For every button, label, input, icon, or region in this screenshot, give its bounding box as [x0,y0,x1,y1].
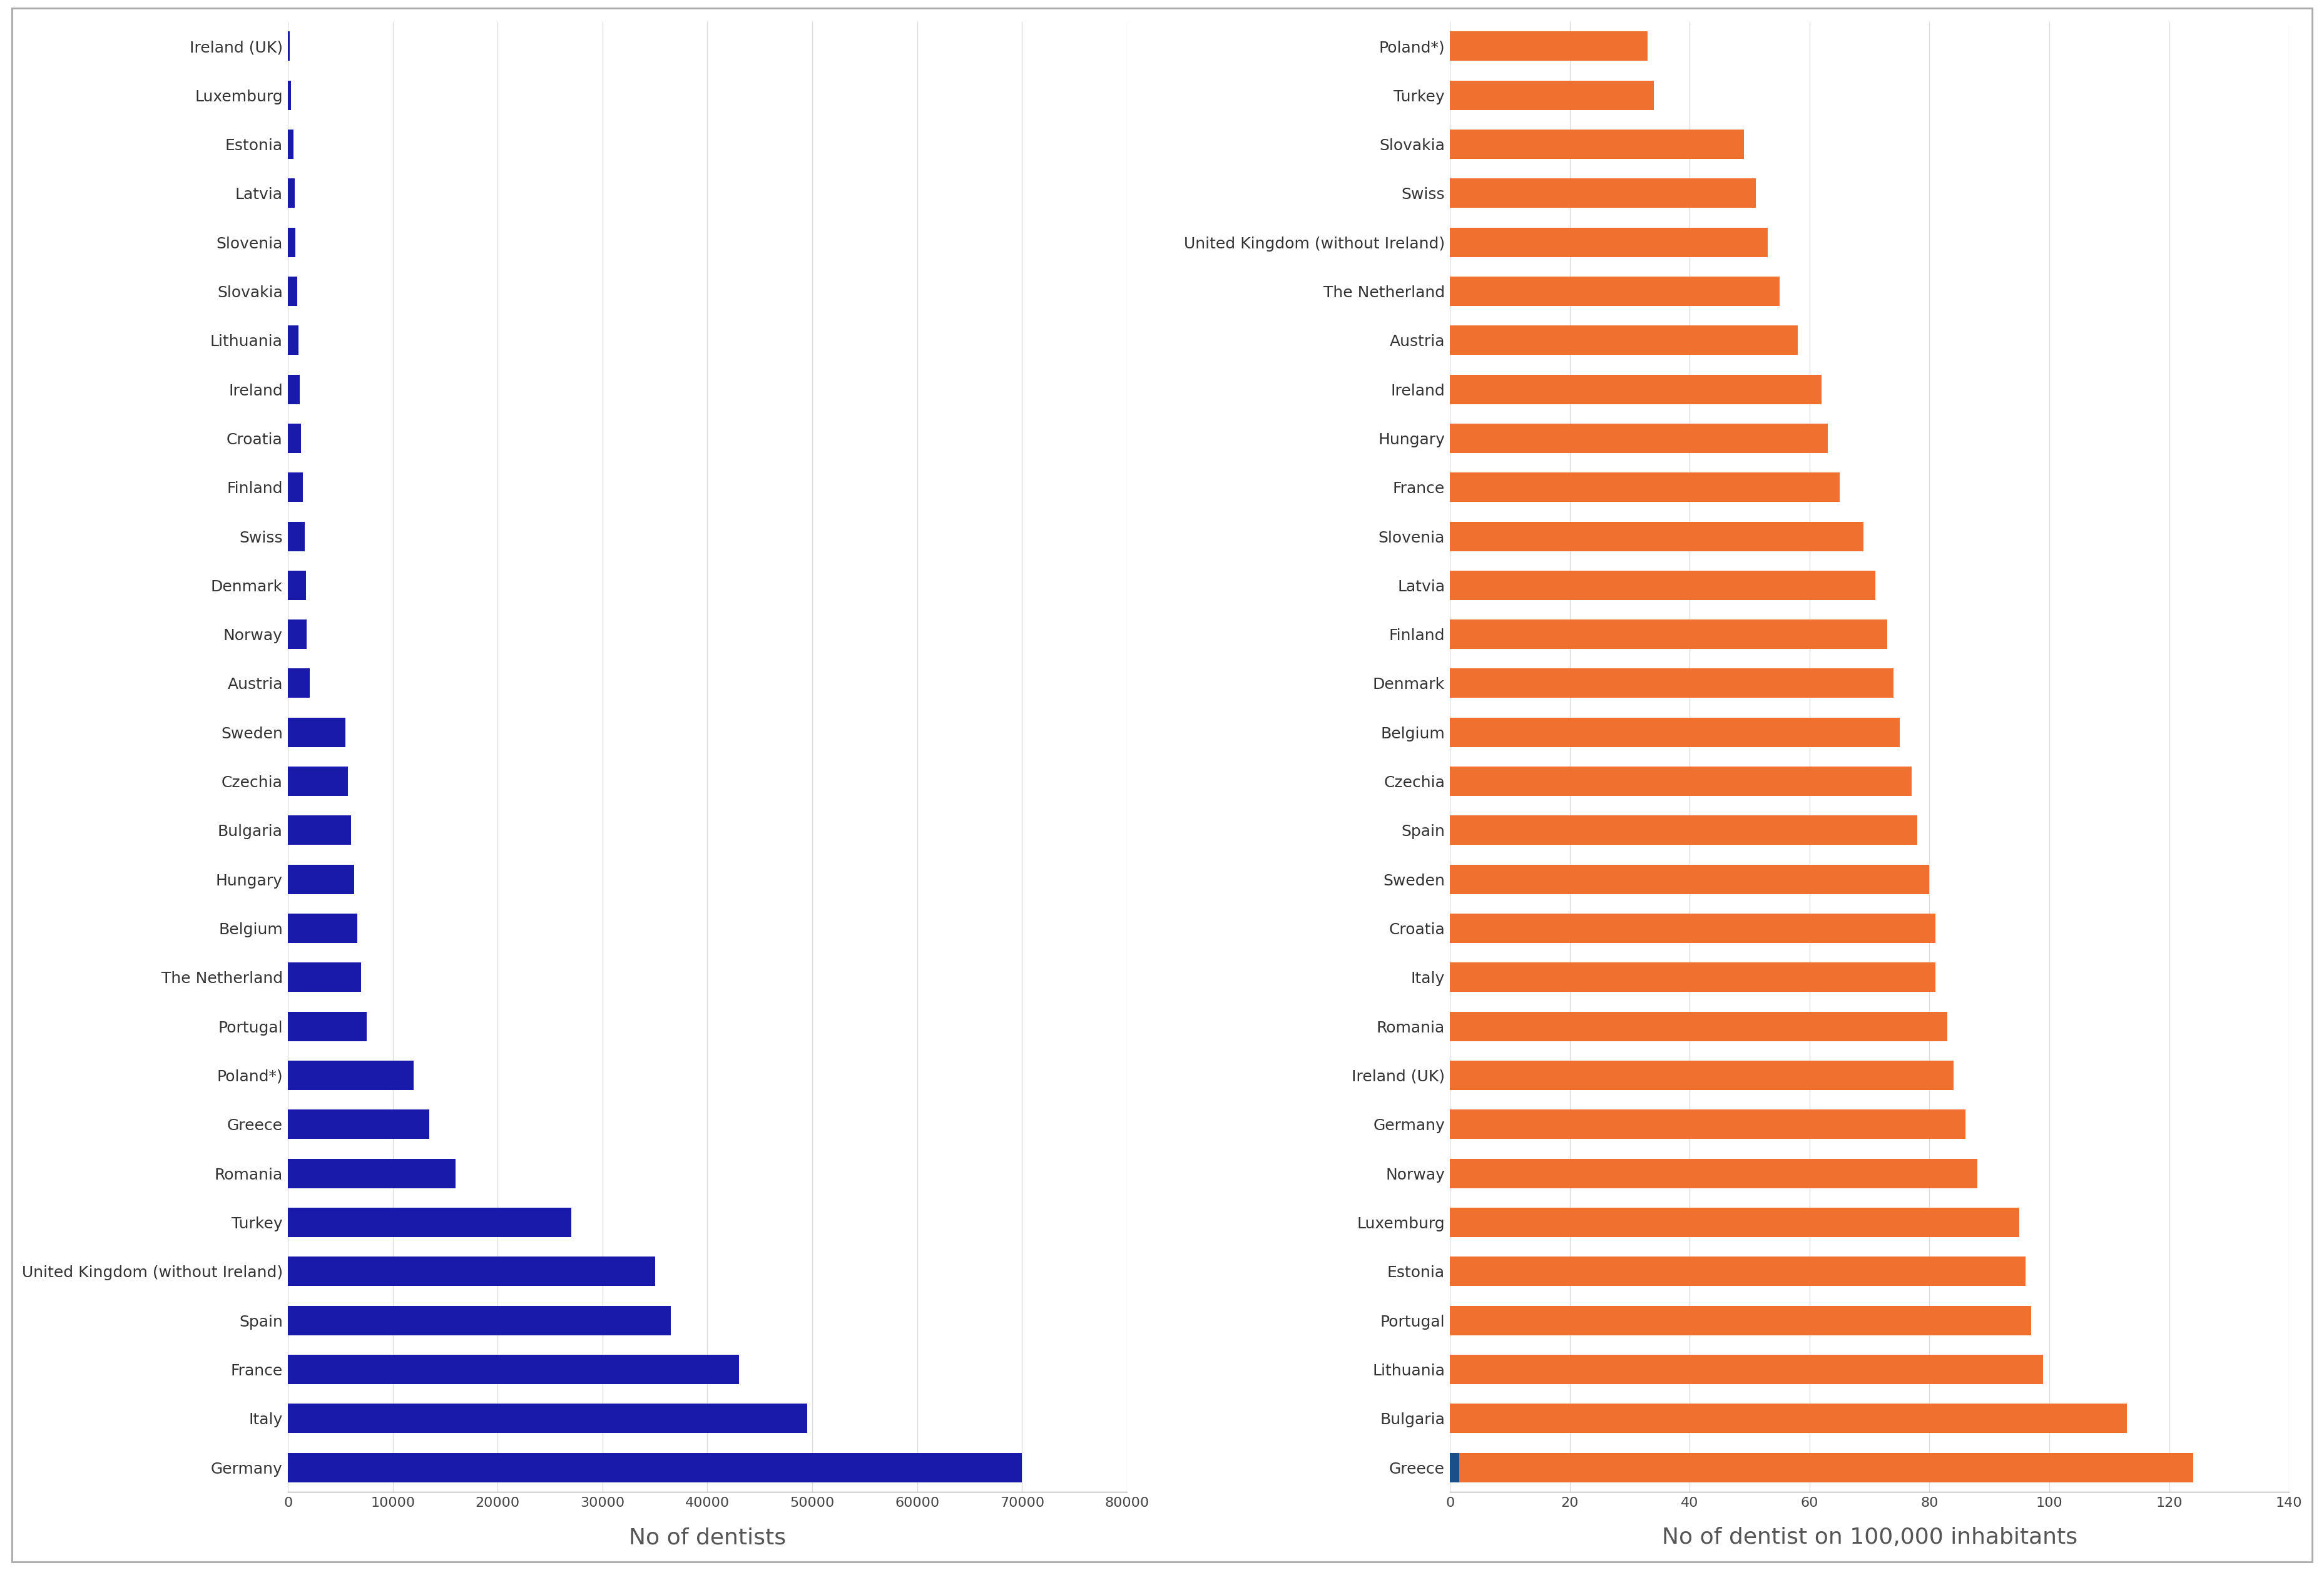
Bar [288,1207,572,1237]
Bar [288,521,304,551]
Bar [1450,865,1929,893]
Bar [1450,914,1936,944]
Bar [288,1011,367,1041]
Bar [1450,1159,1978,1188]
Bar [1450,1011,1948,1041]
Bar [1450,1355,2043,1385]
Bar [1450,717,1899,747]
Bar [1450,1306,2031,1334]
Bar [288,669,309,699]
Bar [288,80,290,110]
Bar [288,865,353,893]
Bar [288,815,351,845]
Bar [1450,1207,2020,1237]
Bar [1450,179,1755,207]
Bar [288,766,349,796]
Bar [288,276,297,306]
Bar [1450,620,1887,648]
Bar [288,375,300,403]
Bar [1450,1256,2024,1286]
Bar [288,570,307,600]
Bar [288,1110,430,1140]
Bar [288,1355,739,1385]
Bar [1450,1404,2126,1433]
Bar [288,179,295,207]
Bar [1450,228,1769,257]
Bar [1450,815,1917,845]
X-axis label: No of dentist on 100,000 inhabitants: No of dentist on 100,000 inhabitants [1662,1528,2078,1548]
Bar [1450,1452,1459,1482]
Bar [1450,1061,1954,1090]
Bar [288,1256,655,1286]
Bar [288,473,302,502]
Bar [1450,1452,2194,1482]
Bar [1450,962,1936,992]
Bar [1450,570,1875,600]
Bar [1450,669,1894,699]
Bar [1450,473,1841,502]
Bar [288,1404,806,1433]
Bar [288,1061,414,1090]
Bar [1450,31,1648,61]
X-axis label: No of dentists: No of dentists [630,1528,786,1548]
Bar [288,1452,1023,1482]
Bar [288,424,302,454]
Bar [288,228,295,257]
Bar [1450,424,1827,454]
Bar [1450,276,1780,306]
Bar [288,620,307,648]
Bar [288,717,346,747]
Bar [288,325,297,355]
Bar [288,914,358,944]
Bar [1450,80,1655,110]
Bar [1450,130,1743,159]
Bar [1450,521,1864,551]
Bar [288,130,293,159]
Bar [288,1306,672,1334]
Bar [1450,325,1799,355]
Bar [288,1159,456,1188]
Bar [1450,375,1822,403]
Bar [1450,1110,1966,1140]
Bar [1450,766,1910,796]
Bar [288,962,360,992]
